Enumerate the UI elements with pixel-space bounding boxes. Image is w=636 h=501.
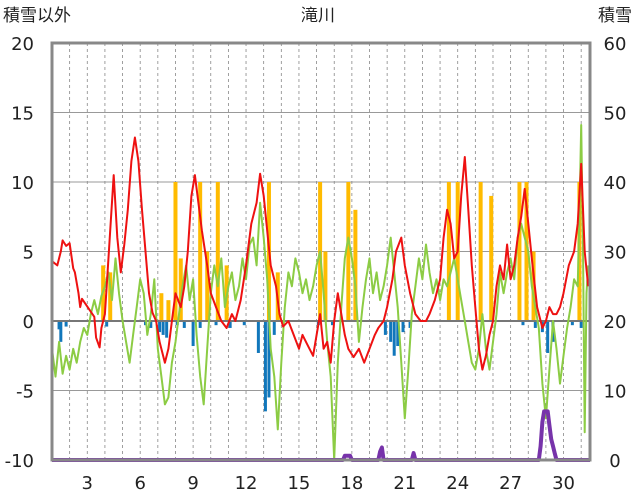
precipitation-bar bbox=[242, 321, 246, 326]
precipitation-bar bbox=[64, 321, 68, 327]
precipitation-bar bbox=[105, 321, 109, 327]
precipitation-bar bbox=[272, 321, 276, 335]
left-tick-label: -10 bbox=[5, 451, 34, 472]
precipitation-bar bbox=[383, 321, 387, 335]
right-tick-label: 50 bbox=[604, 104, 627, 125]
precipitation-bar bbox=[161, 321, 165, 335]
precipitation-bar bbox=[401, 321, 405, 333]
sunshine-bar bbox=[517, 182, 522, 321]
precipitation-bar bbox=[396, 321, 400, 347]
sunshine-bar bbox=[446, 182, 451, 321]
precipitation-bar bbox=[579, 321, 583, 328]
right-tick-label: 10 bbox=[604, 382, 627, 403]
precipitation-bar bbox=[256, 321, 260, 353]
right-tick-label: 40 bbox=[604, 173, 627, 194]
x-tick-label: 9 bbox=[187, 473, 198, 494]
left-tick-label: -5 bbox=[16, 382, 34, 403]
sunshine-bar bbox=[178, 258, 183, 321]
wind-line bbox=[51, 124, 590, 461]
tick-labels: -10 -5 0 5 10 15 20 0 10 20 30 40 50 60 3 6 9 12 15 18 21 24 2… bbox=[5, 34, 627, 494]
precipitation-bar bbox=[228, 321, 232, 328]
right-axis-label: 積雪 bbox=[598, 6, 632, 26]
sunshine-bar bbox=[159, 293, 164, 321]
x-tick-label: 6 bbox=[134, 473, 145, 494]
sunshine-bar bbox=[323, 251, 328, 321]
precipitation-bar bbox=[165, 321, 169, 338]
sunshine-bar bbox=[166, 300, 171, 321]
precipitation-bar bbox=[330, 321, 334, 326]
left-tick-label: 10 bbox=[11, 173, 34, 194]
sunshine-bar bbox=[173, 182, 178, 321]
sunshine-bar bbox=[198, 182, 203, 321]
precipitation-bar bbox=[408, 321, 412, 328]
left-tick-label: 5 bbox=[23, 243, 34, 264]
precipitation-bar bbox=[392, 321, 396, 356]
precipitation-bar bbox=[158, 321, 162, 333]
right-tick-label: 30 bbox=[604, 243, 627, 264]
left-tick-label: 15 bbox=[11, 104, 34, 125]
sunshine-bar bbox=[205, 251, 210, 321]
precipitation-bar bbox=[267, 321, 271, 398]
x-tick-label: 27 bbox=[499, 473, 522, 494]
sunshine-bar bbox=[524, 182, 529, 321]
precipitation-bar bbox=[182, 321, 186, 328]
x-tick-label: 30 bbox=[552, 473, 575, 494]
precipitation-bar bbox=[546, 321, 550, 353]
x-tick-label: 21 bbox=[393, 473, 416, 494]
right-tick-label: 0 bbox=[609, 451, 620, 472]
plot-frame bbox=[50, 41, 592, 462]
sunshine-bar bbox=[108, 272, 113, 321]
precipitation-bar bbox=[191, 321, 195, 347]
precipitation-bar bbox=[533, 321, 537, 328]
x-tick-label: 15 bbox=[287, 473, 310, 494]
precipitation-bar bbox=[521, 321, 525, 326]
x-tick-label: 18 bbox=[340, 473, 363, 494]
sunshine-bar bbox=[478, 182, 483, 321]
precipitation-bar bbox=[149, 321, 153, 328]
precipitation-bar bbox=[59, 321, 63, 342]
x-tick-label: 24 bbox=[446, 473, 469, 494]
precipitation-bar bbox=[389, 321, 393, 342]
left-tick-label: 0 bbox=[23, 312, 34, 333]
precipitation-bar bbox=[263, 321, 267, 412]
chart-title: 滝川 bbox=[301, 6, 335, 26]
left-tick-label: 20 bbox=[11, 34, 34, 55]
sunshine-bar bbox=[489, 195, 494, 321]
right-tick-label: 20 bbox=[604, 312, 627, 333]
precipitation-bar bbox=[214, 321, 218, 326]
left-axis-label: 積雪以外 bbox=[3, 6, 71, 26]
snow-depth-line bbox=[52, 409, 590, 462]
sunshine-bar bbox=[353, 209, 358, 321]
x-tick-label: 3 bbox=[82, 473, 93, 494]
precipitation-bar bbox=[570, 321, 574, 326]
precipitation-bar bbox=[198, 321, 202, 328]
temperature-line bbox=[51, 136, 590, 371]
sunshine-bar bbox=[215, 182, 220, 321]
sunshine-bar bbox=[531, 251, 536, 321]
right-tick-label: 60 bbox=[604, 34, 627, 55]
precipitation-bar bbox=[57, 321, 61, 330]
sunshine-bar bbox=[346, 182, 351, 321]
precipitation-bars bbox=[57, 321, 583, 412]
x-tick-label: 12 bbox=[235, 473, 258, 494]
